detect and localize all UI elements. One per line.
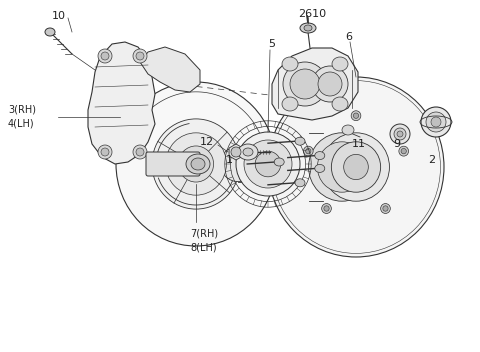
Ellipse shape <box>351 111 361 121</box>
Polygon shape <box>140 47 200 92</box>
Ellipse shape <box>220 146 255 182</box>
Ellipse shape <box>295 137 305 145</box>
Text: 4(LH): 4(LH) <box>8 119 35 129</box>
Ellipse shape <box>323 133 389 201</box>
Ellipse shape <box>244 140 292 188</box>
Text: 1: 1 <box>226 155 233 165</box>
Ellipse shape <box>383 206 388 211</box>
Ellipse shape <box>322 203 331 213</box>
Ellipse shape <box>332 57 348 71</box>
Polygon shape <box>272 48 358 120</box>
Circle shape <box>98 49 112 63</box>
Ellipse shape <box>186 154 210 174</box>
Ellipse shape <box>255 151 281 177</box>
Ellipse shape <box>421 107 451 137</box>
Ellipse shape <box>238 144 258 160</box>
Ellipse shape <box>152 119 240 209</box>
Text: 12: 12 <box>200 137 214 147</box>
Ellipse shape <box>312 66 348 102</box>
Ellipse shape <box>431 117 441 127</box>
Text: 6: 6 <box>345 32 352 42</box>
Ellipse shape <box>344 155 368 180</box>
Ellipse shape <box>317 142 367 192</box>
Ellipse shape <box>304 25 312 31</box>
Ellipse shape <box>236 132 300 196</box>
FancyBboxPatch shape <box>146 152 200 176</box>
Ellipse shape <box>243 148 253 156</box>
Ellipse shape <box>231 147 241 157</box>
Ellipse shape <box>282 57 298 71</box>
Ellipse shape <box>300 23 316 33</box>
Ellipse shape <box>332 97 348 111</box>
Circle shape <box>101 148 109 156</box>
Ellipse shape <box>268 77 444 257</box>
Ellipse shape <box>191 158 205 170</box>
Circle shape <box>133 145 147 159</box>
Ellipse shape <box>166 133 227 195</box>
Polygon shape <box>88 42 155 164</box>
Ellipse shape <box>390 124 410 144</box>
Ellipse shape <box>426 112 446 132</box>
Ellipse shape <box>318 72 342 96</box>
Circle shape <box>136 52 144 60</box>
Ellipse shape <box>309 133 375 201</box>
Ellipse shape <box>274 158 284 166</box>
Circle shape <box>133 49 147 63</box>
Ellipse shape <box>282 97 298 111</box>
Ellipse shape <box>179 146 214 182</box>
Ellipse shape <box>315 164 325 172</box>
Circle shape <box>98 145 112 159</box>
Text: 8(LH): 8(LH) <box>190 243 216 253</box>
Text: 11: 11 <box>352 139 366 149</box>
Text: 3(RH): 3(RH) <box>8 105 36 115</box>
Ellipse shape <box>381 203 390 213</box>
Ellipse shape <box>397 131 403 137</box>
Ellipse shape <box>331 142 381 192</box>
Ellipse shape <box>324 206 329 211</box>
Text: 2: 2 <box>428 155 435 165</box>
Text: 5: 5 <box>268 39 275 49</box>
Text: 10: 10 <box>52 11 66 21</box>
Ellipse shape <box>116 82 276 246</box>
Circle shape <box>101 52 109 60</box>
Circle shape <box>136 148 144 156</box>
Ellipse shape <box>295 179 305 187</box>
Ellipse shape <box>45 28 55 36</box>
Ellipse shape <box>315 152 325 159</box>
Text: 7(RH): 7(RH) <box>190 229 218 239</box>
Text: 9: 9 <box>393 139 400 149</box>
Ellipse shape <box>342 125 354 135</box>
Ellipse shape <box>303 146 313 156</box>
Ellipse shape <box>401 149 407 154</box>
Polygon shape <box>229 144 243 160</box>
Ellipse shape <box>399 146 408 156</box>
Text: 2610: 2610 <box>298 9 326 19</box>
Ellipse shape <box>394 128 406 140</box>
Ellipse shape <box>290 69 320 99</box>
Ellipse shape <box>353 113 359 118</box>
Ellipse shape <box>306 149 311 154</box>
Ellipse shape <box>283 62 327 106</box>
